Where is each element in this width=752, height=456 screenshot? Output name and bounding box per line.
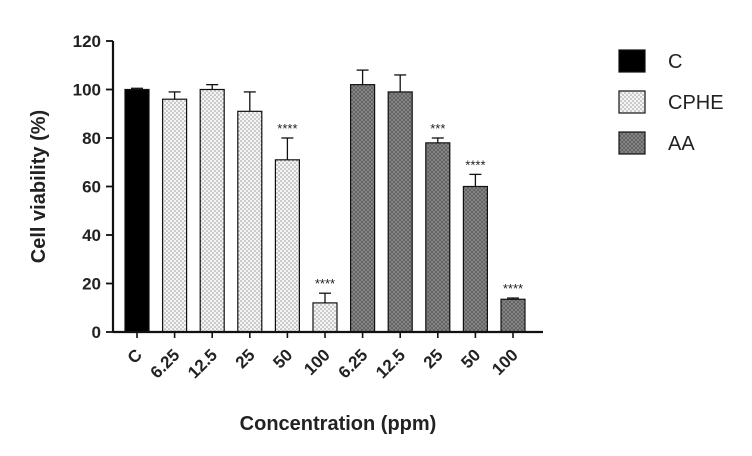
x-tick-label: 25 xyxy=(420,345,447,372)
bar-cphe-100 xyxy=(312,302,338,333)
legend-label-cphe: CPHE xyxy=(668,92,724,114)
bar-cphe-50 xyxy=(274,159,300,333)
bar-aa-50 xyxy=(462,185,488,333)
legend-label-c: C xyxy=(668,51,682,73)
y-tick-label: 100 xyxy=(73,81,101,100)
x-axis-title: Concentration (ppm) xyxy=(240,413,437,435)
x-tick-label: 100 xyxy=(300,345,333,378)
bar-c-C xyxy=(124,88,150,333)
y-tick-label: 120 xyxy=(73,32,101,51)
significance-label: **** xyxy=(277,121,297,136)
x-tick-label: 6.25 xyxy=(335,345,372,382)
legend-label-aa: AA xyxy=(668,133,695,155)
x-tick-label: 100 xyxy=(488,345,521,378)
x-tick-label: 12.5 xyxy=(372,345,409,382)
bar-aa-6.25 xyxy=(350,84,376,333)
legend: C CPHE AA xyxy=(618,49,724,155)
legend-swatch-aa xyxy=(618,131,646,155)
significance-label: **** xyxy=(315,276,335,291)
x-tick-label: 50 xyxy=(457,345,484,372)
x-tick-label: 50 xyxy=(269,345,296,372)
y-tick-label: 60 xyxy=(82,178,101,197)
x-tick-label: 25 xyxy=(232,345,259,372)
legend-swatch-cphe xyxy=(618,90,646,114)
significance-label: **** xyxy=(503,281,523,296)
y-tick-label: 20 xyxy=(82,275,101,294)
bar-cphe-12.5 xyxy=(199,88,225,333)
x-tick-label: C xyxy=(124,345,146,367)
bar-aa-12.5 xyxy=(387,91,413,333)
y-axis-title: Cell viability (%) xyxy=(28,110,50,263)
x-tick-label: 12.5 xyxy=(184,345,221,382)
significance-label: *** xyxy=(430,121,445,136)
bar-cphe-25 xyxy=(237,110,263,333)
plot-area: ******************* xyxy=(124,69,526,333)
y-tick-label: 80 xyxy=(82,129,101,148)
bar-aa-25 xyxy=(425,142,451,333)
significance-label: **** xyxy=(465,157,485,172)
x-tick-label: 6.25 xyxy=(147,345,184,382)
y-tick-label: 40 xyxy=(82,226,101,245)
legend-swatch-c xyxy=(618,49,646,73)
y-tick-label: 0 xyxy=(92,323,101,342)
bar-cphe-6.25 xyxy=(162,98,188,333)
bar-aa-100 xyxy=(500,298,526,333)
